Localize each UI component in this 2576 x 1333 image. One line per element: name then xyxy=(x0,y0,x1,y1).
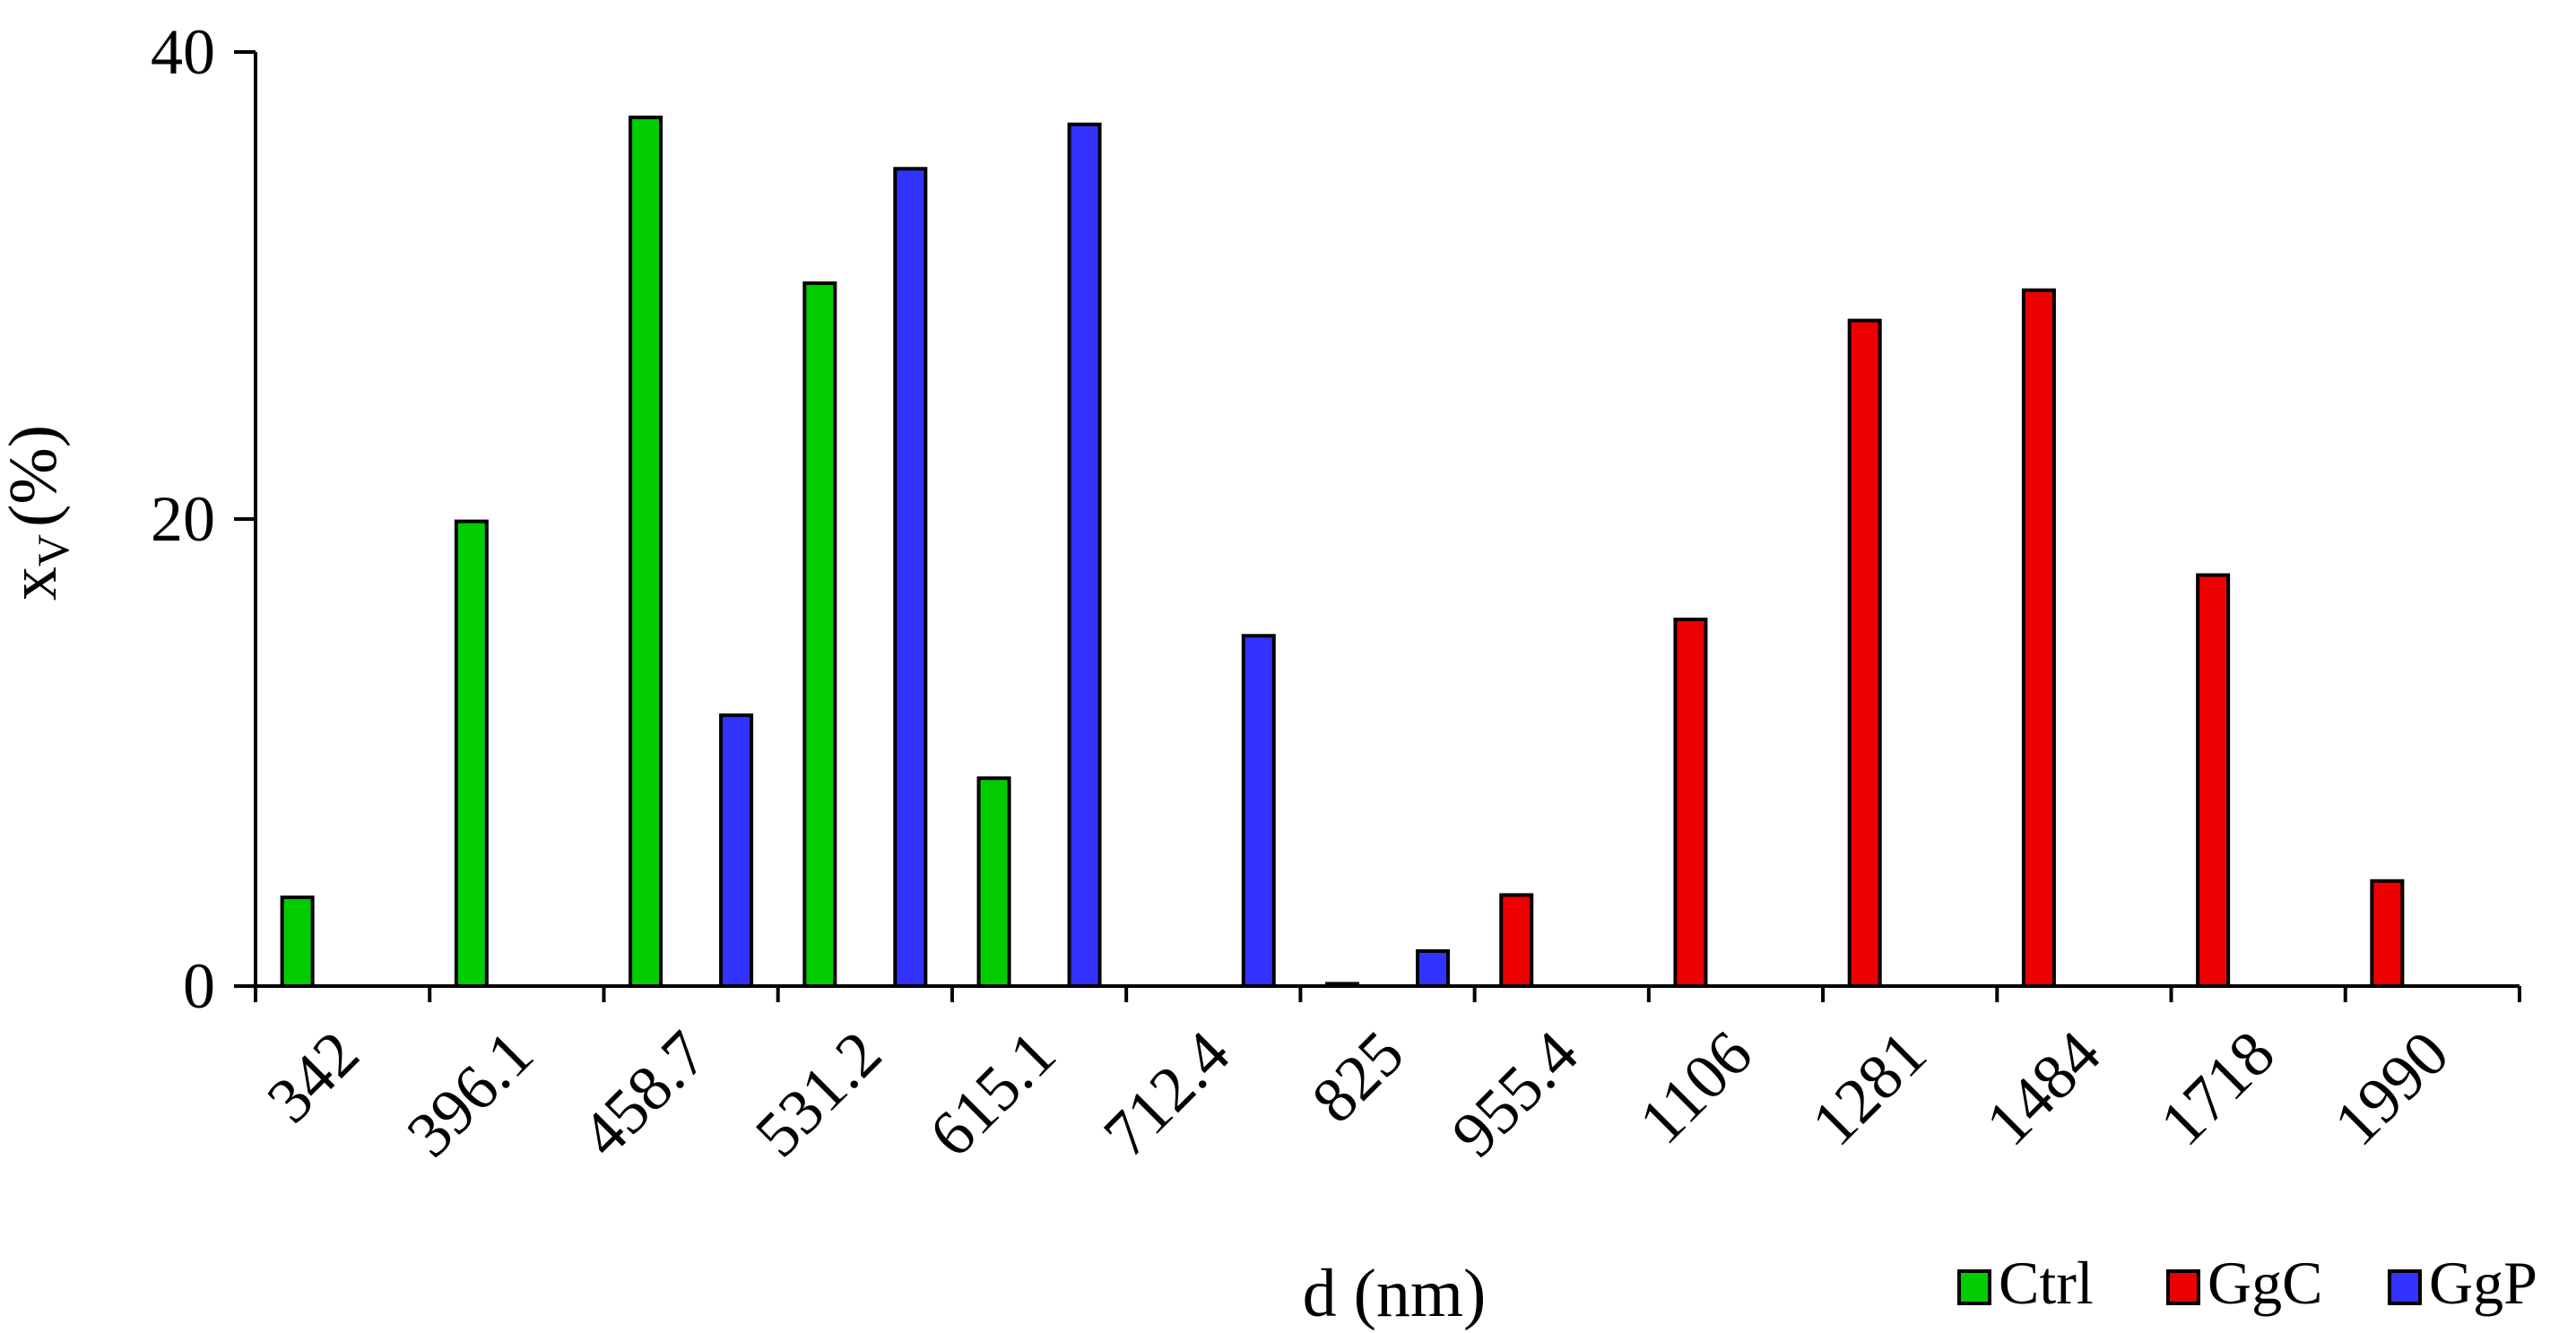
bar-ggp xyxy=(1067,122,1102,988)
bar-ggc xyxy=(2370,879,2405,989)
x-tick-label: 1281 xyxy=(1798,1017,1939,1159)
bar-ctrl xyxy=(454,519,489,988)
legend-label-ctrl: Ctrl xyxy=(1999,1249,2094,1317)
x-ticks: 342 396.1 458.7 531.2 615.1 712.4 825 955.4 1106… xyxy=(253,986,2521,1171)
x-tick-label: 1718 xyxy=(2147,1017,2288,1159)
x-tick-label: 955.4 xyxy=(1438,1017,1592,1171)
y-tick-label: 20 xyxy=(151,483,215,555)
bar-ggp xyxy=(1416,948,1450,989)
x-tick-label: 342 xyxy=(253,1017,372,1137)
bar-ggc xyxy=(1673,618,1708,988)
legend-label-ggp: GgP xyxy=(2429,1249,2537,1317)
x-tick-label: 825 xyxy=(1298,1017,1418,1137)
x-tick-label: 458.7 xyxy=(568,1017,721,1171)
x-tick-label: 531.2 xyxy=(742,1017,895,1171)
bar-ggc xyxy=(1847,318,1882,988)
bar-ggc xyxy=(2196,573,2231,989)
y-axis-title-subscript: V xyxy=(28,534,78,567)
legend-swatch-ggp xyxy=(2388,1269,2422,1305)
bar-ggc xyxy=(1499,893,1534,989)
y-axis-title-main: x xyxy=(0,567,71,601)
bar-ctrl xyxy=(976,776,1011,989)
y-ticks: 0 20 40 xyxy=(151,16,256,1022)
axes-layer xyxy=(254,52,2520,988)
bar-ctrl xyxy=(280,896,315,989)
x-tick-label: 615.1 xyxy=(915,1017,1069,1171)
y-tick-label: 0 xyxy=(183,950,215,1022)
legend-label-ggc: GgC xyxy=(2207,1249,2322,1317)
bar-ctrl xyxy=(629,115,664,988)
bar-ctrl xyxy=(802,281,837,988)
bar-ggp xyxy=(1241,634,1276,988)
bars-layer xyxy=(280,115,2405,989)
y-axis-title-unit: (%) xyxy=(0,425,71,527)
legend-swatch-ctrl xyxy=(1957,1269,1991,1305)
bar-ggc xyxy=(2021,288,2056,988)
x-axis-title: d (nm) xyxy=(1303,1256,1487,1331)
y-tick-label: 40 xyxy=(151,16,215,88)
x-tick-label: 1484 xyxy=(1972,1017,2113,1159)
legend-swatch-ggc xyxy=(2166,1269,2200,1305)
y-axis-title: xV (%) xyxy=(0,425,78,601)
x-tick-label: 1990 xyxy=(2320,1017,2462,1159)
legend: Ctrl GgC GgP xyxy=(1957,1249,2537,1317)
x-tick-label: 396.1 xyxy=(394,1017,547,1171)
x-tick-label: 1106 xyxy=(1626,1017,1766,1158)
bar-ggp xyxy=(893,167,928,988)
bar-ggp xyxy=(719,713,754,988)
x-tick-label: 712.4 xyxy=(1089,1017,1243,1171)
